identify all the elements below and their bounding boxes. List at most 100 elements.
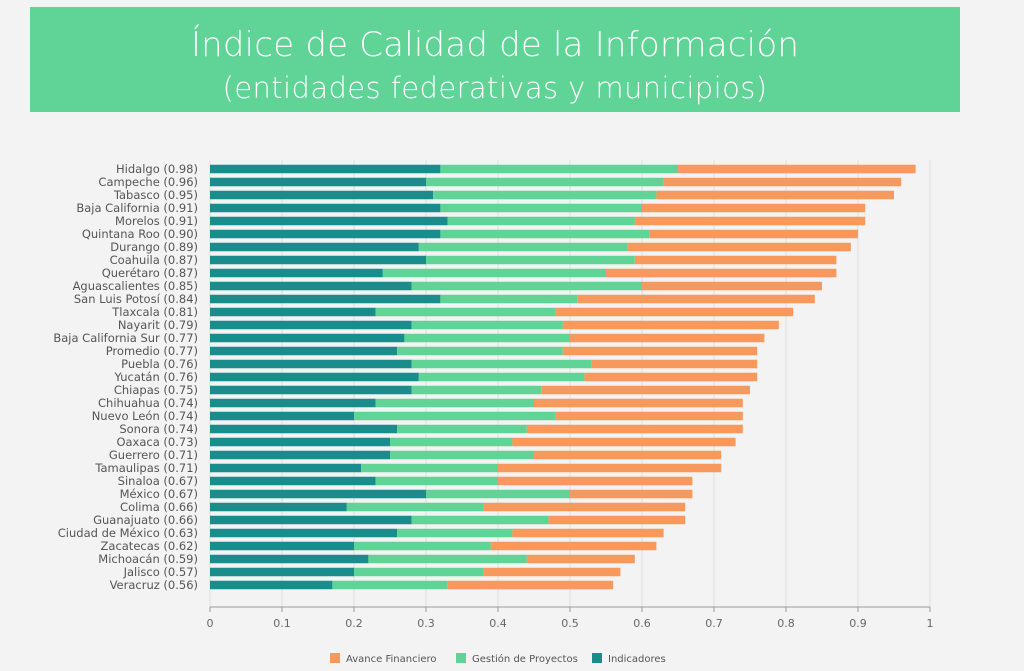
x-tick-label: 0.7: [705, 617, 723, 630]
bar-segment-gesti-n-de-proyectos: [433, 190, 657, 200]
bar-segment-gesti-n-de-proyectos: [361, 463, 498, 473]
x-tick-label: 0.4: [489, 617, 507, 630]
bar-segment-avance-financiero: [642, 281, 822, 291]
bar-segment-gesti-n-de-proyectos: [418, 242, 628, 252]
bars: [210, 164, 916, 590]
grid-lines: [209, 160, 931, 607]
bar-segment-avance-financiero: [577, 294, 815, 304]
bar-segment-avance-financiero: [483, 502, 686, 512]
category-label: Veracruz (0.56): [110, 578, 198, 592]
x-tick-label: 0.5: [561, 617, 579, 630]
category-label: Querétaro (0.87): [102, 266, 198, 280]
bar-segment-indicadores: [210, 216, 448, 226]
bar-segment-indicadores: [210, 554, 369, 564]
category-label: Hidalgo (0.98): [116, 162, 198, 176]
legend-swatch: [592, 653, 602, 663]
bar-segment-avance-financiero: [534, 398, 743, 408]
bar-segment-gesti-n-de-proyectos: [375, 398, 534, 408]
bar-segment-gesti-n-de-proyectos: [354, 567, 484, 577]
category-label: Tabasco (0.95): [113, 188, 198, 202]
bar-segment-avance-financiero: [512, 437, 736, 447]
x-axis-ticks: 0 0.1 0.2 0.3 0.4 0.5 0.6 0.7 0.8 0.9 1: [207, 606, 934, 630]
bar-segment-indicadores: [210, 502, 347, 512]
bar-segment-indicadores: [210, 190, 434, 200]
category-label: Puebla (0.76): [121, 357, 198, 371]
bar-segment-indicadores: [210, 580, 333, 590]
chart-subtitle: (entidades federativas y municipios): [222, 71, 768, 105]
category-label: Baja California (0.91): [76, 201, 198, 215]
chart-title: Índice de Calidad de la Información: [190, 25, 800, 65]
bar-segment-indicadores: [210, 177, 426, 187]
category-label: Quintana Roo (0.90): [82, 227, 198, 241]
bar-segment-indicadores: [210, 294, 441, 304]
category-label: Campeche (0.96): [98, 175, 198, 189]
category-label: Oaxaca (0.73): [116, 435, 198, 449]
bar-segment-gesti-n-de-proyectos: [332, 580, 448, 590]
bar-segment-indicadores: [210, 398, 376, 408]
bar-segment-avance-financiero: [649, 229, 858, 239]
legend: Avance Financiero Gestión de Proyectos Ind…: [330, 653, 666, 665]
bar-segment-indicadores: [210, 242, 419, 252]
x-tick-label: 0.9: [849, 617, 867, 630]
bar-segment-avance-financiero: [627, 242, 851, 252]
bar-segment-gesti-n-de-proyectos: [411, 320, 563, 330]
bar-segment-gesti-n-de-proyectos: [426, 255, 635, 265]
bar-segment-gesti-n-de-proyectos: [382, 268, 606, 278]
category-label: Morelos (0.91): [115, 214, 198, 228]
title-banner: Índice de Calidad de la Información (ent…: [30, 7, 960, 112]
bar-segment-indicadores: [210, 476, 376, 486]
bar-segment-avance-financiero: [447, 580, 614, 590]
bar-segment-avance-financiero: [634, 216, 866, 226]
bar-segment-gesti-n-de-proyectos: [404, 333, 570, 343]
bar-segment-avance-financiero: [584, 372, 758, 382]
bar-segment-indicadores: [210, 515, 412, 525]
category-label: Guerrero (0.71): [109, 448, 198, 462]
bar-segment-avance-financiero: [562, 320, 779, 330]
bar-segment-indicadores: [210, 255, 426, 265]
bar-segment-gesti-n-de-proyectos: [346, 502, 484, 512]
bar-segment-gesti-n-de-proyectos: [354, 541, 491, 551]
bar-segment-indicadores: [210, 567, 354, 577]
bar-segment-avance-financiero: [606, 268, 837, 278]
category-label: Yucatán (0.76): [114, 370, 198, 384]
bar-segment-avance-financiero: [512, 528, 664, 538]
bar-segment-gesti-n-de-proyectos: [411, 385, 542, 395]
category-label: Chihuahua (0.74): [98, 396, 198, 410]
category-label: Durango (0.89): [110, 240, 198, 254]
bar-segment-gesti-n-de-proyectos: [390, 437, 513, 447]
bar-segment-gesti-n-de-proyectos: [390, 450, 534, 460]
bar-segment-avance-financiero: [548, 515, 686, 525]
bar-segment-indicadores: [210, 489, 426, 499]
bar-segment-avance-financiero: [678, 164, 916, 174]
category-label: Promedio (0.77): [106, 344, 198, 358]
bar-segment-avance-financiero: [634, 255, 837, 265]
category-label: Sonora (0.74): [119, 422, 198, 436]
category-label: Colima (0.66): [120, 500, 198, 514]
bar-segment-indicadores: [210, 450, 390, 460]
bar-segment-gesti-n-de-proyectos: [447, 216, 635, 226]
bar-segment-avance-financiero: [498, 463, 722, 473]
bar-segment-gesti-n-de-proyectos: [397, 528, 513, 538]
x-tick-label: 0.3: [417, 617, 435, 630]
category-label: Guanajuato (0.66): [93, 513, 198, 527]
bar-segment-avance-financiero: [663, 177, 902, 187]
category-label: Chiapas (0.75): [114, 383, 198, 397]
bar-segment-avance-financiero: [570, 489, 693, 499]
bar-segment-indicadores: [210, 437, 390, 447]
category-label: Tlaxcala (0.81): [111, 305, 198, 319]
bar-segment-gesti-n-de-proyectos: [354, 411, 556, 421]
bar-segment-gesti-n-de-proyectos: [375, 307, 556, 317]
x-tick-label: 0.1: [273, 617, 291, 630]
bar-segment-indicadores: [210, 164, 441, 174]
bar-segment-gesti-n-de-proyectos: [411, 281, 642, 291]
legend-label: Avance Financiero: [346, 654, 437, 665]
legend-swatch: [456, 653, 466, 663]
category-label: Aguascalientes (0.85): [73, 279, 198, 293]
bar-segment-gesti-n-de-proyectos: [411, 515, 549, 525]
category-label: Coahuila (0.87): [110, 253, 198, 267]
bar-segment-indicadores: [210, 372, 419, 382]
bar-segment-gesti-n-de-proyectos: [440, 229, 650, 239]
bar-segment-avance-financiero: [555, 411, 743, 421]
bar-segment-gesti-n-de-proyectos: [440, 294, 578, 304]
